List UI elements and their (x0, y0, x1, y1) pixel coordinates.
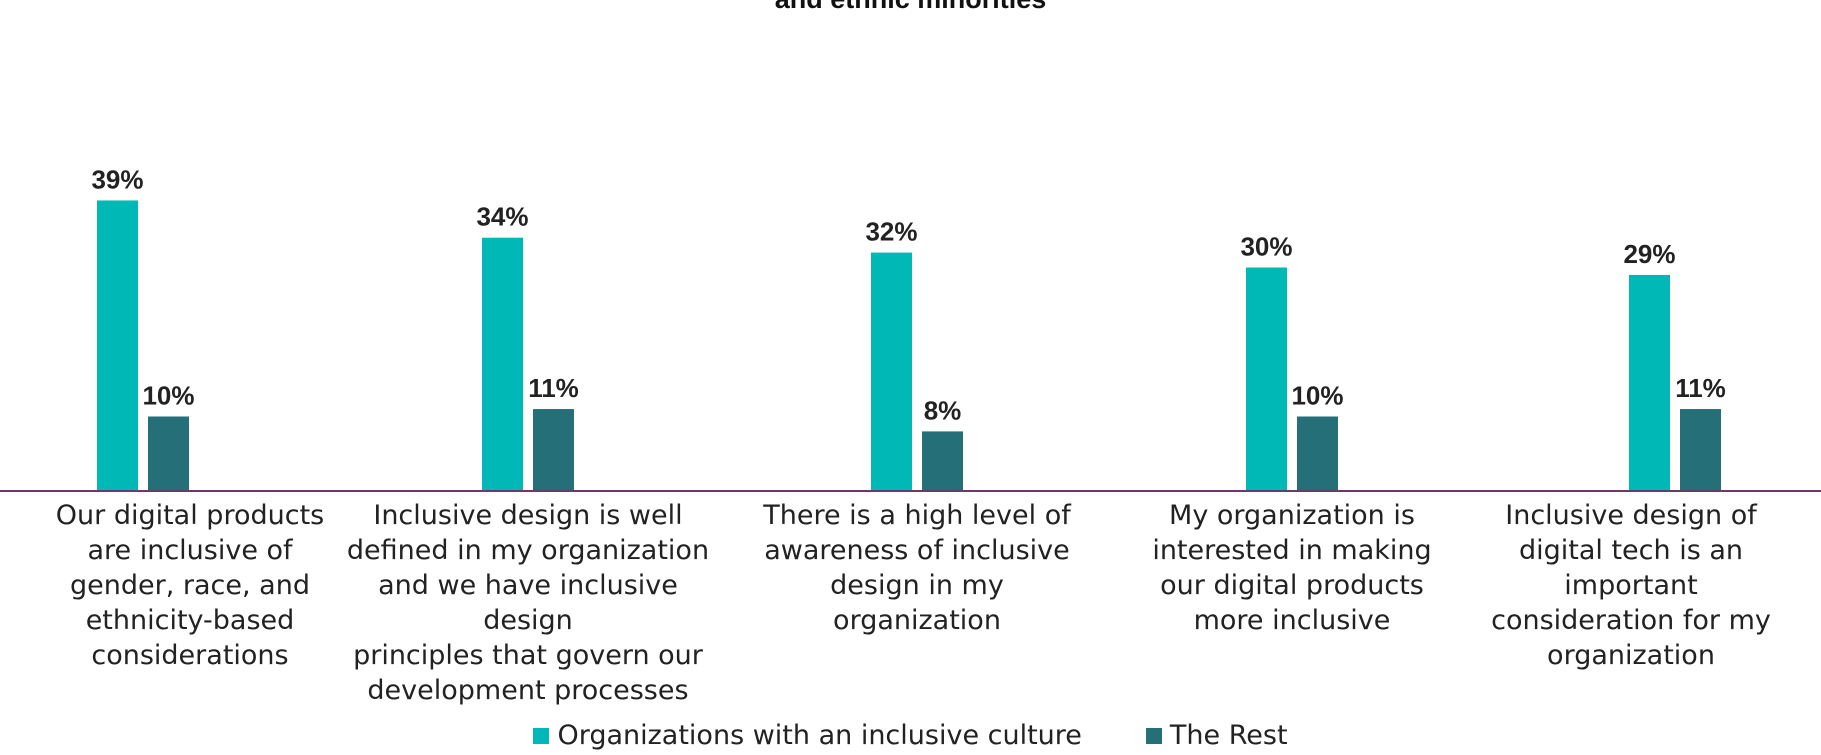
value-label-inclusive-4: 30% (1240, 232, 1292, 262)
legend-swatch-inclusive (533, 727, 550, 744)
value-label-rest-2: 11% (528, 373, 579, 403)
x-tick-label-line: awareness of inclusive (764, 535, 1070, 566)
x-tick-label-1: Our digital products are inclusive of gend… (0, 498, 380, 673)
legend-swatch-rest (1145, 727, 1162, 744)
legend-label-inclusive: Organizations with an inclusive culture (557, 720, 1082, 751)
x-tick-label-line: principles that govern our (353, 640, 703, 671)
bar-inclusive-4 (1246, 267, 1287, 491)
value-label-inclusive-5: 29% (1623, 239, 1675, 269)
x-tick-label-4: My organization is interested in making ou… (1102, 498, 1482, 638)
value-label-rest-3: 8% (924, 395, 962, 425)
bar-inclusive-2 (482, 237, 523, 491)
bar-rest-2 (533, 409, 574, 491)
value-label-rest-4: 10% (1291, 381, 1343, 411)
x-tick-label-line: defined in my organization (346, 535, 710, 566)
x-tick-label-line: development processes (367, 675, 689, 706)
bar-rest-3 (922, 431, 963, 491)
value-label-rest-5: 11% (1675, 373, 1726, 403)
x-tick-label-line: digital tech is an (1518, 535, 1744, 566)
x-tick-label-line: interested in making (1152, 535, 1432, 566)
x-tick-label-line: There is a high level of (763, 500, 1071, 531)
bar-rest-1 (148, 416, 189, 491)
x-tick-label-line: considerations (91, 640, 289, 671)
value-label-rest-1: 10% (142, 381, 194, 411)
x-tick-label-3: There is a high level of awareness of inc… (727, 498, 1107, 638)
x-tick-label-5: Inclusive design of digital tech is an imp… (1441, 498, 1821, 673)
legend-label-rest: The Rest (1169, 720, 1288, 751)
x-tick-label-line: organization (1547, 640, 1715, 671)
x-tick-label-line: important (1564, 570, 1698, 601)
x-tick-label-line: gender, race, and (70, 570, 310, 601)
x-tick-label-line: consideration for my (1491, 605, 1771, 636)
value-label-inclusive-1: 39% (91, 164, 143, 194)
x-tick-label-line: and we have inclusive design (378, 570, 678, 636)
chart-title: and ethnic minorities (0, 0, 1821, 15)
bar-rest-5 (1680, 409, 1721, 491)
legend-item-rest: The Rest (1145, 720, 1288, 751)
bar-inclusive-5 (1629, 274, 1670, 491)
legend-item-inclusive: Organizations with an inclusive culture (533, 720, 1082, 751)
value-labels-layer: 39% 10% 34% 11% 32% 8% 30% 10% 29% 11% (91, 164, 1725, 425)
legend: Organizations with an inclusive culture … (0, 720, 1821, 751)
x-tick-label-line: ethnicity-based (85, 605, 295, 636)
value-label-inclusive-3: 32% (865, 217, 917, 247)
x-tick-label-line: organization (833, 605, 1001, 636)
x-tick-label-line: Inclusive design of (1505, 500, 1757, 531)
bar-inclusive-3 (871, 252, 912, 491)
x-tick-label-line: design in my (830, 570, 1004, 601)
x-tick-label-line: Inclusive design is well (373, 500, 683, 531)
x-tick-label-line: My organization is (1169, 500, 1415, 531)
value-label-inclusive-2: 34% (476, 202, 528, 232)
x-tick-label-line: more inclusive (1193, 605, 1391, 636)
x-tick-label-line: Our digital products (55, 500, 325, 531)
bars-layer (97, 200, 1721, 491)
bar-rest-4 (1297, 416, 1338, 491)
x-tick-label-line: are inclusive of (87, 535, 293, 566)
x-tick-label-line: our digital products (1160, 570, 1424, 601)
x-tick-label-2: Inclusive design is well defined in my or… (338, 498, 718, 708)
bar-inclusive-1 (97, 200, 138, 491)
